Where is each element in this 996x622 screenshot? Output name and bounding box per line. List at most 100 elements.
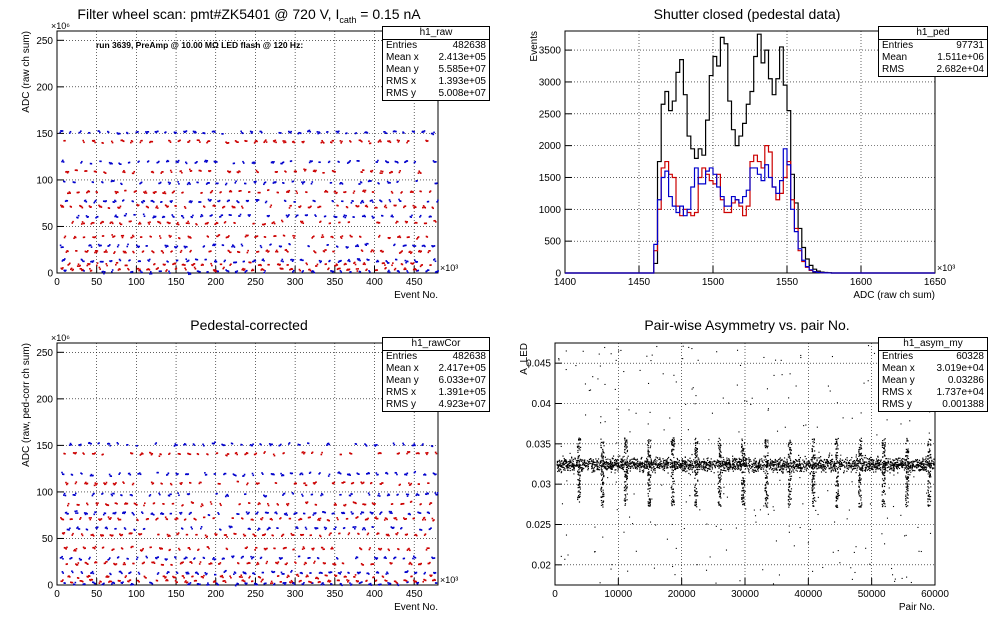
data-point <box>73 549 75 552</box>
data-point <box>75 451 77 454</box>
data-point <box>732 460 735 462</box>
data-point <box>340 583 343 585</box>
data-point <box>283 573 285 575</box>
data-point <box>255 169 258 172</box>
data-point <box>201 575 204 578</box>
data-point <box>886 462 888 464</box>
data-point <box>852 460 855 462</box>
histogram-series-line <box>565 145 935 274</box>
data-point <box>245 453 247 455</box>
data-point <box>311 237 313 239</box>
data-point <box>83 512 86 514</box>
data-point <box>627 464 629 466</box>
data-point <box>144 192 146 194</box>
data-point <box>889 472 891 474</box>
data-point <box>71 474 74 476</box>
data-point <box>418 483 421 485</box>
data-point <box>333 512 335 515</box>
data-point <box>141 271 143 274</box>
data-point <box>145 555 148 558</box>
data-point <box>162 564 165 566</box>
data-point <box>375 161 378 163</box>
data-point <box>890 465 892 468</box>
data-point <box>836 462 838 464</box>
data-point <box>260 518 263 521</box>
data-point <box>417 172 420 174</box>
data-point <box>565 462 567 465</box>
data-point <box>782 468 784 470</box>
data-point <box>406 141 408 144</box>
data-point <box>302 141 304 144</box>
data-point <box>358 258 361 260</box>
data-point <box>568 467 570 469</box>
data-point <box>254 583 257 586</box>
data-point <box>63 180 66 183</box>
data-point <box>354 263 357 266</box>
data-point <box>138 223 140 225</box>
data-point <box>156 573 159 575</box>
data-point <box>670 466 672 468</box>
data-point <box>137 130 139 133</box>
data-point <box>62 558 64 560</box>
data-point <box>150 582 153 584</box>
data-point <box>263 183 265 186</box>
data-point <box>877 459 880 461</box>
data-point <box>405 493 408 496</box>
data-point <box>612 463 614 465</box>
x-exponent-label: ×10³ <box>440 263 458 273</box>
data-point <box>757 464 760 466</box>
data-point <box>274 181 277 183</box>
data-point <box>864 469 867 471</box>
data-point <box>428 503 431 506</box>
data-point <box>324 191 326 193</box>
data-point <box>208 514 211 517</box>
data-point <box>120 571 122 574</box>
data-point <box>188 493 191 495</box>
data-point <box>359 183 361 185</box>
data-point <box>749 464 751 467</box>
data-point <box>414 160 417 163</box>
data-point <box>343 481 345 483</box>
pad-raw-adc: Filter wheel scan: pmt#ZK5401 @ 720 V, I… <box>0 0 498 311</box>
data-point <box>423 572 426 575</box>
data-point <box>296 573 299 576</box>
data-point <box>334 502 337 505</box>
data-point <box>131 270 134 273</box>
data-point <box>779 457 781 459</box>
data-point <box>66 171 69 174</box>
data-point <box>155 131 158 134</box>
data-point <box>209 501 212 503</box>
data-point <box>920 462 922 464</box>
data-point <box>96 504 98 506</box>
data-point <box>280 132 282 134</box>
data-point <box>148 495 151 497</box>
data-point <box>214 260 216 263</box>
data-point <box>390 510 392 513</box>
data-point <box>313 562 315 564</box>
data-point <box>381 172 383 174</box>
data-point <box>382 576 385 578</box>
data-point <box>186 556 188 559</box>
y-tick-label: 3500 <box>539 46 562 57</box>
data-point <box>323 511 326 514</box>
data-point <box>109 222 112 224</box>
data-point <box>184 207 187 209</box>
data-point <box>167 472 170 475</box>
data-point <box>163 503 165 505</box>
data-point <box>290 130 292 133</box>
data-point <box>427 511 430 514</box>
data-point <box>89 474 92 477</box>
data-point <box>350 511 353 513</box>
data-point <box>140 550 143 552</box>
data-point <box>214 205 216 208</box>
data-point <box>566 463 569 466</box>
data-point <box>189 548 191 551</box>
data-point <box>674 463 676 465</box>
data-point <box>687 466 690 468</box>
y-tick-label: 0 <box>47 581 53 592</box>
data-point <box>219 483 221 485</box>
data-point <box>105 561 107 563</box>
data-point <box>171 250 173 252</box>
data-point <box>353 190 356 193</box>
data-point <box>286 562 288 564</box>
